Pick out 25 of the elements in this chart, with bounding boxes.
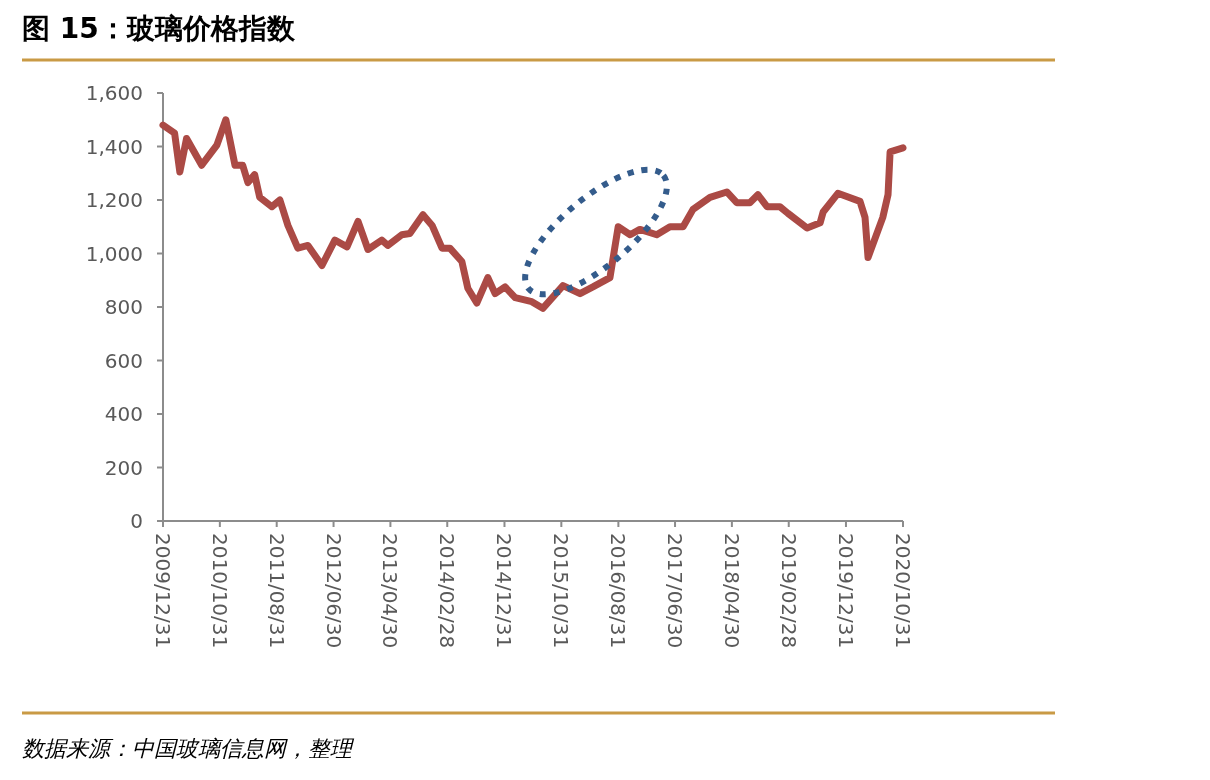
x-tick-label: 2014/12/31 — [492, 533, 517, 649]
y-tick-label: 600 — [104, 348, 143, 373]
x-tick-label: 2014/02/28 — [435, 533, 460, 649]
y-tick-label: 0 — [130, 509, 143, 533]
y-tick-label: 200 — [104, 455, 143, 480]
x-tick-label: 2020/10/31 — [891, 533, 915, 649]
x-tick-label: 2016/08/31 — [606, 533, 631, 649]
y-tick-label: 1,600 — [85, 81, 143, 105]
x-tick-label: 2012/06/30 — [321, 533, 346, 649]
y-tick-label: 400 — [104, 402, 143, 426]
x-tick-label: 2013/04/30 — [378, 533, 403, 649]
x-tick-label: 2017/06/30 — [663, 533, 688, 649]
y-tick-label: 800 — [104, 295, 143, 319]
chart-title: 图 15：玻璃价格指数 — [22, 12, 296, 45]
source-note: 数据来源：中国玻璃信息网，整理 — [22, 736, 355, 761]
x-tick-label: 2018/04/30 — [719, 533, 744, 649]
x-tick-label: 2010/10/31 — [207, 533, 232, 649]
x-tick-label: 2019/12/31 — [833, 533, 858, 649]
x-tick-label: 2011/08/31 — [264, 533, 289, 649]
x-tick-label: 2009/12/31 — [151, 533, 175, 649]
y-tick-label: 1,400 — [85, 134, 143, 159]
y-tick-label: 1,200 — [85, 188, 143, 212]
y-tick-label: 1,000 — [85, 241, 143, 266]
x-tick-label: 2019/02/28 — [776, 533, 801, 649]
x-tick-label: 2015/10/31 — [549, 533, 574, 649]
